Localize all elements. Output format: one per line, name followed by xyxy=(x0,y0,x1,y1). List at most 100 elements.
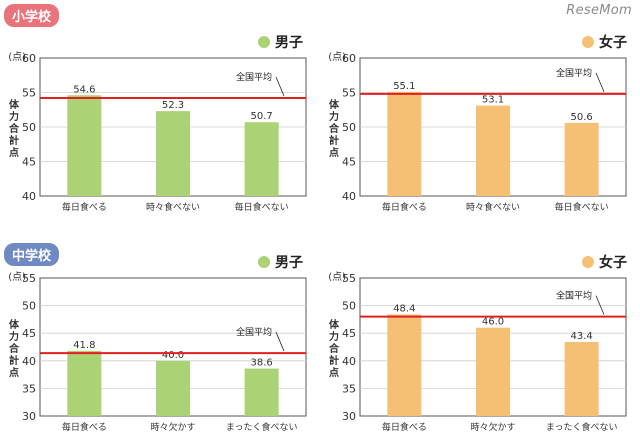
y-tick-label: 55 xyxy=(342,272,356,285)
legend-junior-girls: 女子 xyxy=(582,252,627,272)
x-tick-label: 毎日食べない xyxy=(235,201,289,213)
legend-dot-boys xyxy=(258,256,270,268)
y-tick-label: 35 xyxy=(22,382,36,395)
national-average-leader xyxy=(275,76,285,97)
x-tick-label: 時々欠かす xyxy=(470,421,515,433)
legend-label-boys: 男子 xyxy=(275,255,303,271)
y-tick-label: 45 xyxy=(22,156,36,169)
x-tick-label: 毎日食べる xyxy=(382,201,427,213)
x-tick-label: 時々欠かす xyxy=(150,421,195,433)
bar-value-label: 41.8 xyxy=(73,340,95,351)
national-average-leader xyxy=(275,331,285,352)
y-tick-label: 40 xyxy=(22,190,36,203)
y-tick-label: 60 xyxy=(22,52,36,65)
bar-value-label: 38.6 xyxy=(251,358,273,369)
junior-high-school-badge: 中学校 xyxy=(4,243,60,266)
national-average-label: 全国平均 xyxy=(236,71,272,83)
bar-value-label: 55.1 xyxy=(393,81,415,92)
y-tick-label: 50 xyxy=(342,121,356,134)
y-tick-label: 30 xyxy=(22,410,36,423)
y-axis-label-char: 点 xyxy=(329,146,339,159)
bar-value-label: 46.0 xyxy=(482,317,504,328)
y-axis-label-char: 体 xyxy=(329,318,340,331)
bar-value-label: 50.6 xyxy=(571,112,593,123)
y-axis-label-char: 体 xyxy=(329,98,340,111)
legend-dot-boys xyxy=(258,36,270,48)
y-axis-label-char: 体 xyxy=(9,98,20,111)
y-axis-label-char: 計 xyxy=(329,354,339,367)
bar-value-label: 40.0 xyxy=(162,350,184,361)
bar xyxy=(564,342,599,416)
x-tick-label: 毎日食べない xyxy=(555,201,609,213)
x-tick-label: 毎日食べる xyxy=(382,421,427,433)
y-tick-label: 40 xyxy=(342,190,356,203)
bar xyxy=(476,105,510,196)
y-axis-label-char: 合 xyxy=(8,342,20,355)
legend-label-girls: 女子 xyxy=(599,35,627,51)
legend-elementary-boys: 男子 xyxy=(258,32,303,52)
bar xyxy=(244,122,279,196)
y-axis-label-char: 合 xyxy=(328,342,340,355)
y-tick-label: 50 xyxy=(22,121,36,134)
y-axis-label-char: 合 xyxy=(328,122,340,135)
national-average-label: 全国平均 xyxy=(556,290,592,302)
y-axis-label-char: 力 xyxy=(329,330,339,343)
y-axis-label-char: 計 xyxy=(9,134,19,147)
national-average-label: 全国平均 xyxy=(236,326,272,338)
bar-value-label: 52.3 xyxy=(162,100,184,111)
bar-value-label: 50.7 xyxy=(251,111,273,122)
bar-value-label: 53.1 xyxy=(482,95,504,106)
y-axis-label-char: 点 xyxy=(9,366,19,379)
bar xyxy=(67,95,102,196)
national-average-leader xyxy=(595,295,605,315)
y-tick-label: 50 xyxy=(22,300,36,313)
unit-label: (点) xyxy=(8,271,26,283)
y-tick-label: 60 xyxy=(342,52,356,65)
y-axis-label-char: 計 xyxy=(9,354,19,367)
watermark: ReseMom xyxy=(566,3,632,18)
x-tick-label: 毎日食べる xyxy=(62,421,107,433)
elementary-school-badge: 小学校 xyxy=(4,4,60,27)
bar xyxy=(156,360,190,416)
y-tick-label: 30 xyxy=(342,410,356,423)
y-axis-label-char: 体 xyxy=(9,318,20,331)
y-tick-label: 45 xyxy=(342,156,356,169)
bar xyxy=(564,122,599,196)
y-axis-label-char: 力 xyxy=(9,330,19,343)
unit-label: (点) xyxy=(328,51,346,63)
y-axis-label-char: 力 xyxy=(329,110,339,123)
y-tick-label: 55 xyxy=(22,87,36,100)
bar xyxy=(387,91,422,196)
bar xyxy=(156,111,190,196)
bar-value-label: 54.6 xyxy=(73,84,95,95)
y-tick-label: 45 xyxy=(342,327,356,340)
legend-label-girls: 女子 xyxy=(599,255,627,271)
x-tick-label: 毎日食べる xyxy=(62,201,107,213)
y-axis-label-char: 合 xyxy=(8,122,20,135)
bar xyxy=(476,327,510,416)
y-axis-label-char: 力 xyxy=(9,110,19,123)
unit-label: (点) xyxy=(328,271,346,283)
legend-dot-girls xyxy=(582,36,594,48)
y-tick-label: 40 xyxy=(342,355,356,368)
legend-elementary-girls: 女子 xyxy=(582,32,627,52)
y-axis-label-char: 点 xyxy=(9,146,19,159)
national-average-leader xyxy=(595,72,605,93)
bar xyxy=(387,314,422,416)
y-tick-label: 55 xyxy=(22,272,36,285)
legend-label-boys: 男子 xyxy=(275,35,303,51)
y-axis-label-char: 計 xyxy=(329,134,339,147)
y-tick-label: 40 xyxy=(22,355,36,368)
x-tick-label: 時々食べない xyxy=(146,201,200,213)
national-average-label: 全国平均 xyxy=(556,67,592,79)
x-tick-label: まったく食べない xyxy=(546,421,618,433)
y-tick-label: 45 xyxy=(22,327,36,340)
bar-value-label: 43.4 xyxy=(571,331,593,342)
y-tick-label: 55 xyxy=(342,87,356,100)
y-axis-label-char: 点 xyxy=(329,366,339,379)
bar-value-label: 48.4 xyxy=(393,303,415,314)
